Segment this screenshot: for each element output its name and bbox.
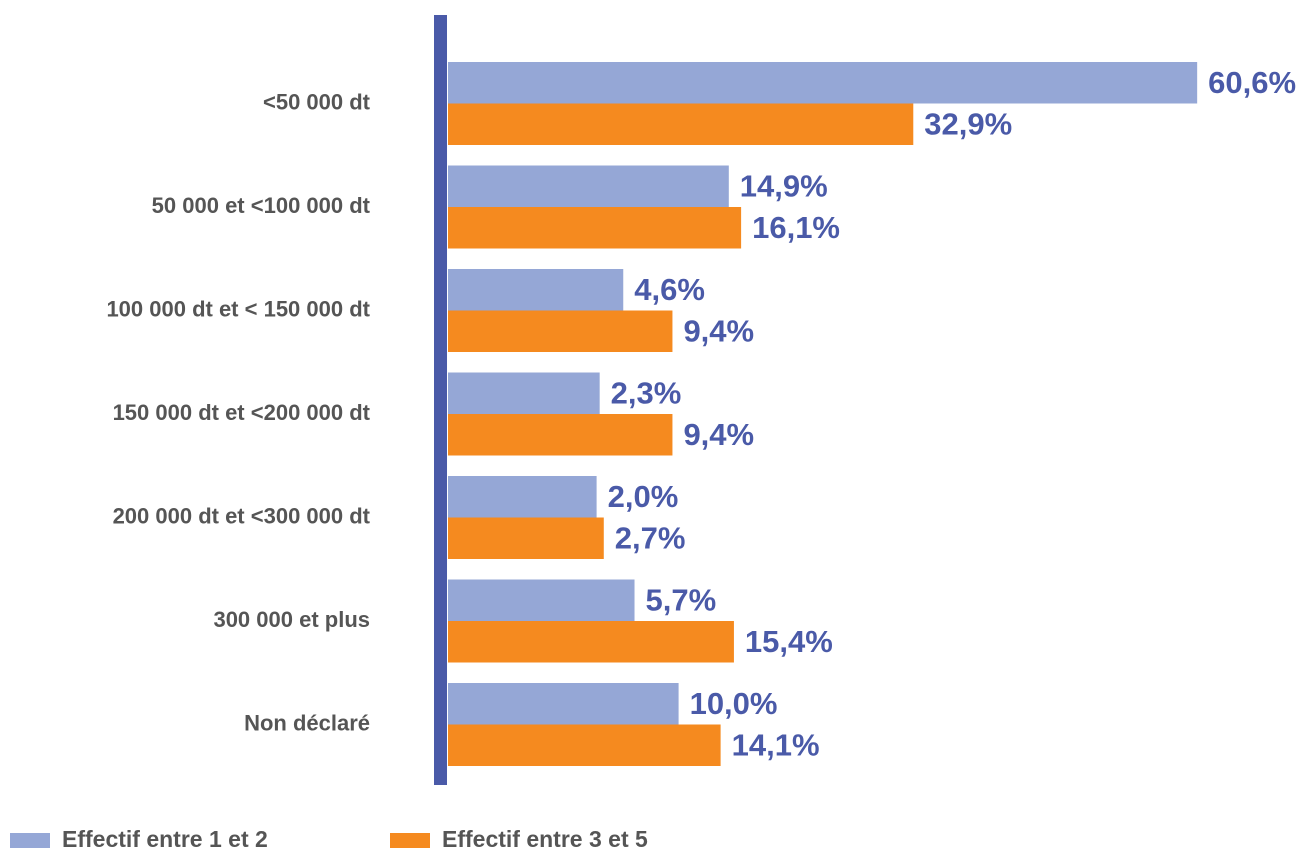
bar [448, 310, 673, 352]
value-label: 2,7% [615, 520, 686, 555]
bar [448, 207, 742, 249]
value-label: 15,4% [745, 624, 833, 659]
bar [448, 165, 729, 207]
legend-swatch [10, 833, 50, 848]
y-tick-label: 50 000 et <100 000 dt [152, 193, 371, 218]
y-tick-label: Non déclaré [244, 710, 370, 735]
bar [448, 103, 914, 145]
bar [448, 269, 624, 311]
y-tick-label: 200 000 dt et <300 000 dt [113, 503, 371, 528]
value-label: 14,1% [732, 727, 820, 762]
axis-line [434, 15, 447, 785]
value-label: 2,0% [608, 479, 679, 514]
y-tick-label: 100 000 dt et < 150 000 dt [106, 296, 370, 321]
y-tick-label: 300 000 et plus [213, 607, 370, 632]
y-tick-label: 150 000 dt et <200 000 dt [113, 400, 371, 425]
legend-swatch [390, 833, 430, 848]
bar [448, 579, 635, 621]
value-label: 9,4% [683, 417, 754, 452]
value-label: 5,7% [646, 582, 717, 617]
legend-label: Effectif entre 1 et 2 [62, 826, 268, 852]
value-label: 16,1% [752, 210, 840, 245]
bar [448, 517, 604, 559]
bar [448, 621, 734, 663]
value-label: 4,6% [634, 272, 705, 307]
value-label: 9,4% [683, 313, 754, 348]
bar [448, 414, 673, 456]
value-label: 60,6% [1208, 65, 1296, 100]
bar [448, 683, 679, 725]
value-label: 14,9% [740, 168, 828, 203]
value-label: 2,3% [611, 375, 682, 410]
value-label: 10,0% [690, 686, 778, 721]
bar [448, 724, 721, 766]
bar [448, 372, 600, 414]
bar [448, 476, 597, 518]
value-label: 32,9% [924, 106, 1012, 141]
legend-label: Effectif entre 3 et 5 [442, 826, 648, 852]
bar [448, 62, 1198, 104]
y-tick-label: <50 000 dt [263, 89, 371, 114]
